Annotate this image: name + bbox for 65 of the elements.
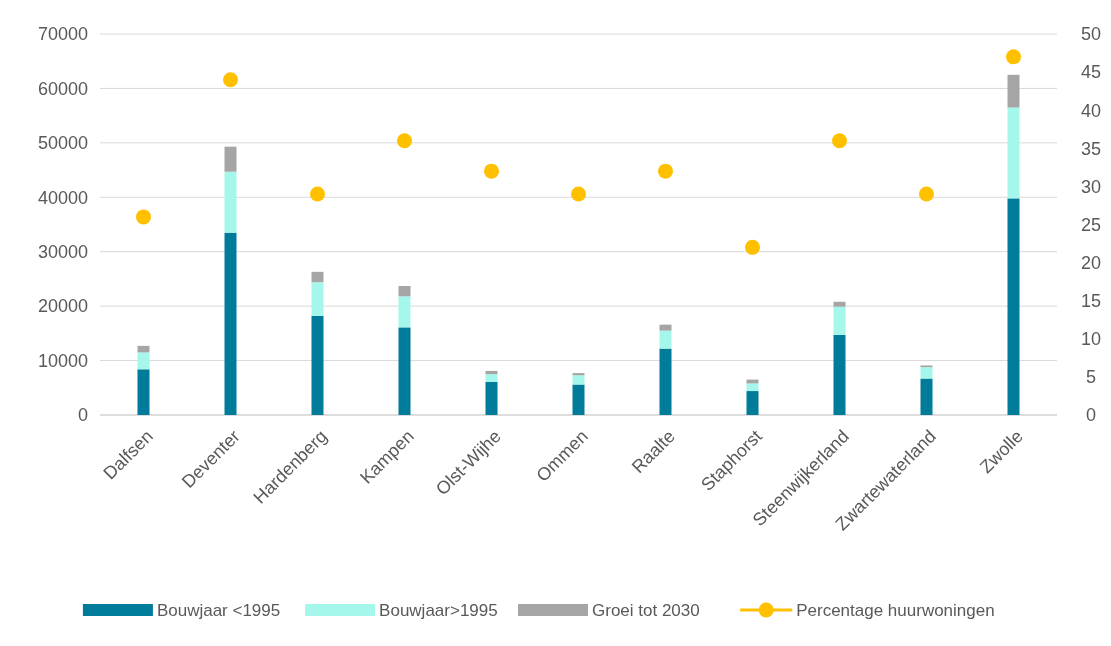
y-tick-label: 50000: [37, 133, 88, 154]
bar: [659, 348, 672, 415]
bar: [659, 324, 672, 331]
bar: [572, 373, 585, 376]
legend-label: Bouwjaar>1995: [379, 600, 498, 620]
y2-tick-label: 10: [1080, 329, 1102, 350]
bar: [311, 315, 324, 415]
bar: [224, 232, 237, 415]
point: [1006, 49, 1021, 65]
bar: [224, 171, 237, 233]
bar: [572, 375, 585, 385]
bar: [1007, 107, 1020, 199]
bar: [920, 367, 933, 379]
y-tick-label: 30000: [37, 242, 88, 263]
y2-tick-label: 45: [1080, 62, 1102, 83]
y2-tick-label: 40: [1080, 100, 1102, 121]
legend-label: Bouwjaar <1995: [156, 600, 281, 620]
bar: [137, 369, 150, 415]
bar: [659, 330, 672, 349]
point: [484, 163, 499, 179]
y2-tick-label: 30: [1080, 176, 1102, 197]
point: [571, 186, 586, 202]
bar: [920, 378, 933, 415]
bar: [833, 334, 846, 415]
bar: [572, 384, 585, 415]
bar: [137, 352, 150, 370]
bar: [833, 306, 846, 335]
y-tick-label: 10000: [37, 350, 88, 371]
y2-tick-label: 15: [1080, 291, 1102, 311]
legend-label: Groei tot 2030: [592, 600, 700, 620]
bar: [311, 271, 324, 283]
y2-tick-label: 20: [1080, 252, 1102, 273]
y-tick-label: 70000: [37, 24, 88, 45]
y2-tick-label: 35: [1080, 138, 1102, 159]
bar: [137, 345, 150, 353]
bar: [398, 327, 411, 415]
bar: [833, 301, 846, 307]
y2-tick-label: 5: [1085, 367, 1097, 388]
y-tick-label: 20000: [37, 296, 88, 317]
point: [745, 239, 760, 255]
y2-tick-label: 25: [1080, 214, 1102, 235]
bar: [311, 282, 324, 316]
point: [136, 209, 151, 225]
bar: [224, 146, 237, 172]
point: [223, 72, 238, 88]
bar: [485, 374, 498, 382]
y2-tick-label: 0: [1085, 405, 1097, 426]
bar: [398, 296, 411, 328]
bar: [746, 383, 759, 392]
bar: [1007, 74, 1020, 108]
bar: [398, 286, 411, 297]
bar: [485, 381, 498, 415]
point: [310, 186, 325, 202]
point: [919, 186, 934, 202]
point: [832, 133, 847, 149]
y2-tick-label: 50: [1080, 24, 1102, 45]
point: [397, 133, 412, 149]
point: [658, 163, 673, 179]
bar: [485, 370, 498, 375]
y-tick-label: 60000: [37, 78, 88, 99]
legend-label: Percentage huurwoningen: [796, 600, 995, 620]
bar: [1007, 198, 1020, 415]
bar: [746, 391, 759, 415]
y-tick-label: 40000: [37, 187, 88, 208]
y-tick-label: 0: [77, 405, 88, 426]
